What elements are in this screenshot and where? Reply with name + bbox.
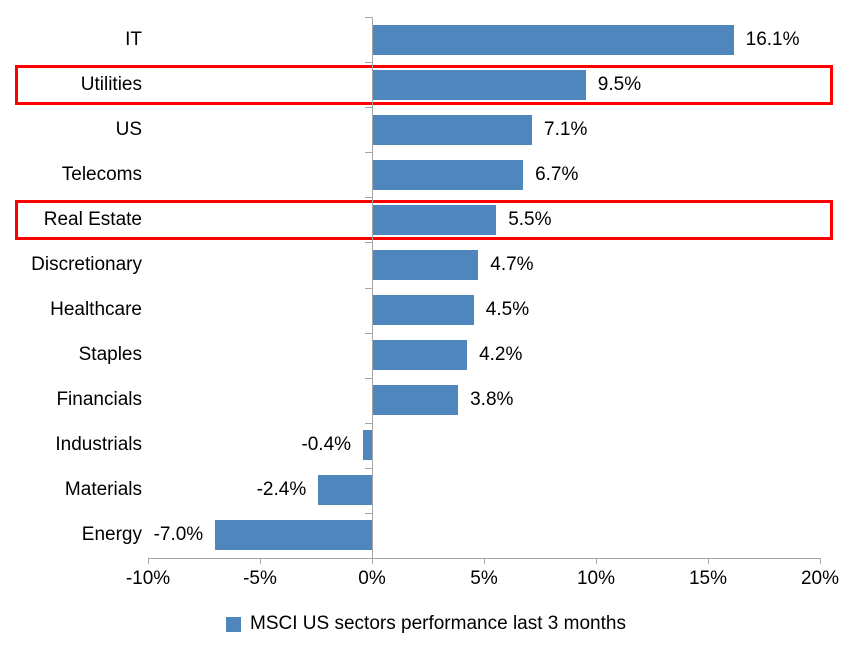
value-label-telecoms: 6.7% [535, 163, 579, 185]
legend: MSCI US sectors performance last 3 month… [0, 611, 852, 637]
bar-industrials [363, 430, 372, 461]
bar-healthcare [373, 295, 474, 326]
bar-materials [318, 475, 372, 506]
bar-discretionary [373, 249, 479, 280]
category-axis-line [372, 17, 373, 558]
category-label-us: US [115, 118, 142, 140]
value-label-utilities: 9.5% [597, 73, 642, 95]
bar-telecoms [373, 159, 524, 190]
value-label-industrials: -0.4% [301, 434, 352, 456]
legend-marker-icon [226, 616, 242, 632]
value-label-energy: -7.0% [153, 524, 204, 546]
legend-label: MSCI US sectors performance last 3 month… [250, 613, 626, 634]
category-label-real-estate: Real Estate [43, 208, 142, 230]
value-label-discretionary: 4.7% [490, 253, 534, 275]
category-label-discretionary: Discretionary [31, 253, 142, 275]
category-label-it: IT [125, 28, 142, 50]
bar-us [373, 114, 533, 145]
value-axis-tick [148, 558, 149, 564]
category-axis-tick [365, 422, 372, 424]
value-label-it: 16.1% [745, 28, 800, 50]
bar-it [373, 24, 734, 55]
value-label-us: 7.1% [544, 118, 588, 140]
category-axis-tick [365, 62, 372, 64]
value-axis-tick-label: 20% [800, 568, 840, 589]
value-label-staples: 4.2% [479, 344, 523, 366]
category-axis-tick [365, 242, 372, 244]
value-label-healthcare: 4.5% [485, 299, 530, 321]
bar-energy [215, 520, 372, 551]
category-label-healthcare: Healthcare [50, 299, 142, 321]
value-label-financials: 3.8% [470, 389, 514, 411]
value-axis-tick [820, 558, 821, 564]
value-axis-tick-label: 5% [470, 568, 498, 589]
category-axis-tick [365, 152, 372, 154]
category-label-telecoms: Telecoms [61, 163, 142, 185]
category-label-materials: Materials [64, 479, 142, 501]
value-axis-tick-label: -5% [243, 568, 277, 589]
category-axis-tick [365, 332, 372, 334]
value-axis-tick [484, 558, 485, 564]
category-axis-tick [365, 107, 372, 109]
category-axis-tick [365, 287, 372, 289]
value-axis-tick [708, 558, 709, 564]
value-axis-tick [596, 558, 597, 564]
category-label-energy: Energy [81, 524, 142, 546]
category-axis-tick [365, 467, 372, 469]
highlight-box-real-estate [15, 199, 833, 240]
category-axis-tick [365, 197, 372, 199]
value-label-real-estate: 5.5% [508, 208, 552, 230]
value-axis-tick [372, 558, 373, 564]
bar-staples [373, 340, 468, 371]
value-label-materials: -2.4% [256, 479, 307, 501]
value-axis-tick-label: 15% [688, 568, 728, 589]
bar-financials [373, 385, 459, 416]
value-axis-tick [260, 558, 261, 564]
value-axis-tick-label: 10% [576, 568, 616, 589]
value-axis-tick-label: -10% [125, 568, 171, 589]
bar-real-estate [373, 204, 497, 235]
category-label-industrials: Industrials [55, 434, 142, 456]
category-axis-tick [365, 512, 372, 514]
highlight-box-utilities [15, 64, 833, 105]
value-axis-tick-label: 0% [358, 568, 386, 589]
category-label-utilities: Utilities [80, 73, 142, 95]
bar-utilities [373, 69, 586, 100]
category-label-staples: Staples [78, 344, 142, 366]
category-label-financials: Financials [56, 389, 142, 411]
category-axis-tick [365, 17, 372, 18]
category-axis-tick [365, 377, 372, 379]
